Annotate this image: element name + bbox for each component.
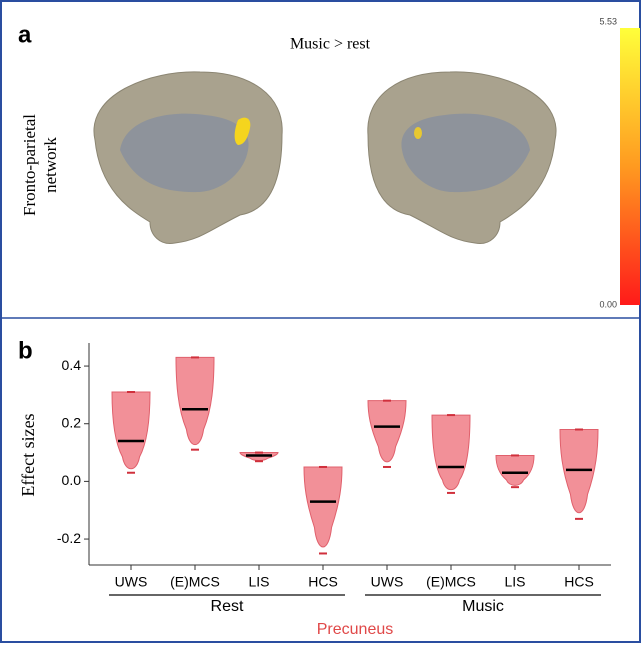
panel-label: b — [18, 337, 33, 364]
colorbar-tick-label: 0.00 — [599, 299, 617, 309]
x-tick-label: LIS — [504, 574, 525, 590]
figure: a Music > rest Fronto-parietal network b… — [0, 0, 641, 643]
colorbar — [620, 28, 640, 305]
x-tick-label: HCS — [308, 574, 338, 590]
x-tick-label: HCS — [564, 574, 594, 590]
side-label-line: Fronto-parietal — [20, 114, 39, 216]
colorbar-tick-label: 5.53 — [599, 16, 617, 26]
x-tick-label: UWS — [115, 574, 148, 590]
y-tick-label: 0.4 — [62, 357, 82, 373]
y-axis-title: Effect sizes — [18, 413, 38, 496]
side-label-line: network — [41, 137, 60, 193]
group-label: Rest — [211, 598, 244, 615]
x-tick-label: UWS — [371, 574, 404, 590]
panel-title: Music > rest — [290, 36, 371, 53]
y-tick-label: 0.0 — [62, 472, 82, 488]
y-tick-label: 0.2 — [62, 414, 82, 430]
group-label: Music — [462, 598, 504, 615]
x-axis-title: Precuneus — [317, 621, 394, 638]
x-tick-label: (E)MCS — [426, 574, 476, 590]
y-tick-label: -0.2 — [57, 530, 81, 546]
x-tick-label: (E)MCS — [170, 574, 220, 590]
x-tick-label: LIS — [248, 574, 269, 590]
panel-label: a — [18, 21, 32, 48]
